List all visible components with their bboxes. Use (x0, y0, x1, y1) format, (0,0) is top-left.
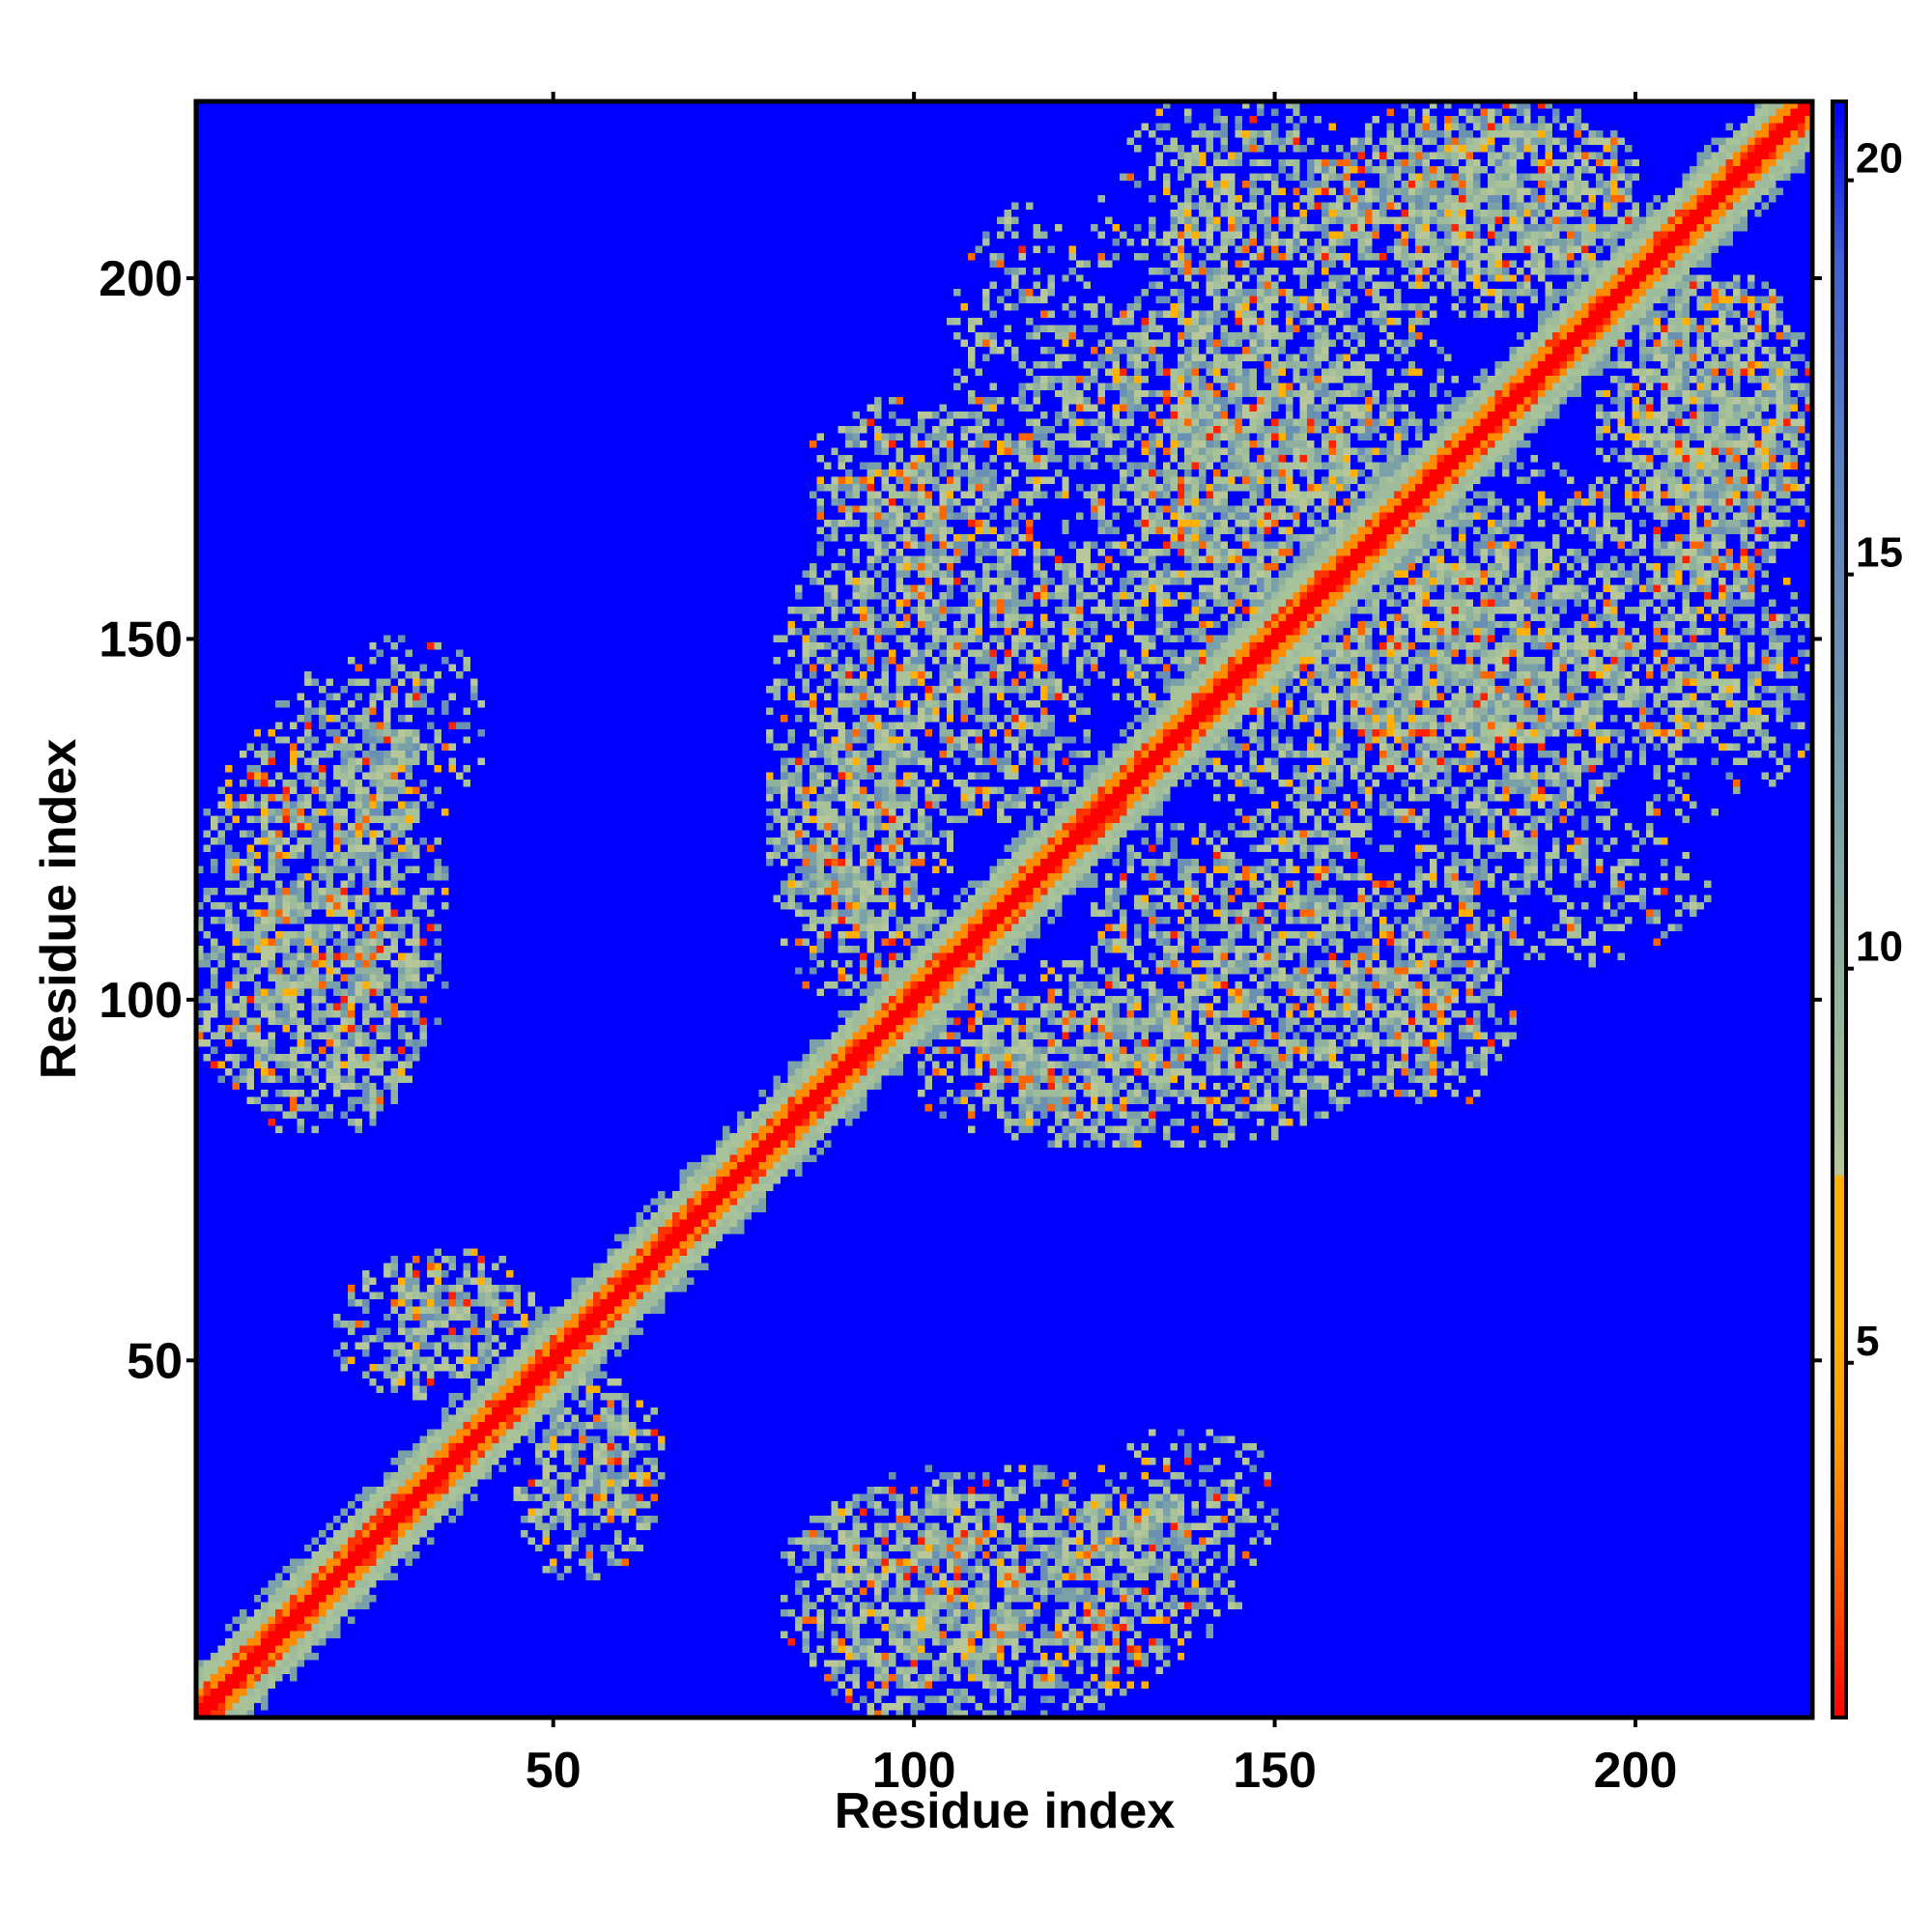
colorbar-tick-label: 15 (1856, 529, 1903, 577)
x-tick-label: 150 (1233, 1743, 1317, 1799)
plot-frame (193, 99, 1815, 1720)
colorbar (1831, 99, 1848, 1719)
y-tick-label: 200 (99, 251, 183, 307)
heatmap-cells (196, 101, 1812, 1718)
y-tick-label: 50 (127, 1333, 183, 1389)
x-tick-label: 200 (1594, 1743, 1678, 1799)
x-tick-label: 100 (872, 1743, 956, 1799)
colorbar-tick-label: 20 (1856, 135, 1903, 183)
x-axis-title: Residue index (835, 1783, 1176, 1839)
colorbar-tick-label: 10 (1856, 923, 1903, 971)
colorbar-gradient (1831, 99, 1848, 1719)
y-tick-label: 150 (99, 611, 183, 668)
y-tick-label: 100 (99, 973, 183, 1029)
heatmap-image (196, 101, 1812, 1718)
y-axis-ticks: 50 100 150 200 (99, 251, 1822, 1389)
colorbar-ticks: 5 10 15 20 (1846, 135, 1903, 1365)
x-tick-label: 50 (526, 1743, 582, 1799)
colorbar-tick-label: 5 (1856, 1318, 1879, 1365)
y-axis-title: Residue index (31, 739, 87, 1080)
x-axis-ticks: 50 100 150 200 (526, 92, 1678, 1799)
